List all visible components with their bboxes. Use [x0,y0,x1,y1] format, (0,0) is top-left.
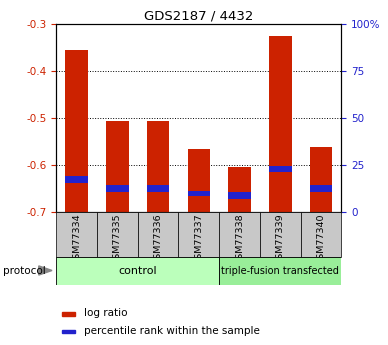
Bar [106,185,128,192]
FancyBboxPatch shape [260,212,301,257]
Text: log ratio: log ratio [85,308,128,318]
Text: GSM77337: GSM77337 [194,214,203,265]
Bar [62,312,75,316]
Text: percentile rank within the sample: percentile rank within the sample [85,326,260,336]
Text: GSM77339: GSM77339 [276,214,285,265]
Bar [66,176,88,183]
Bar [269,36,291,212]
FancyBboxPatch shape [178,212,219,257]
Bar [62,330,75,334]
FancyBboxPatch shape [138,212,178,257]
FancyBboxPatch shape [301,212,341,257]
Bar [106,121,128,212]
Text: GSM77335: GSM77335 [113,214,122,265]
FancyBboxPatch shape [97,212,138,257]
FancyBboxPatch shape [56,212,97,257]
FancyBboxPatch shape [56,257,219,285]
Text: GSM77334: GSM77334 [72,214,81,265]
Bar [188,149,210,212]
Bar [310,185,332,192]
Text: GSM77336: GSM77336 [154,214,163,265]
Bar [147,185,169,192]
Text: protocol: protocol [3,266,46,276]
Bar [188,190,210,196]
FancyBboxPatch shape [219,212,260,257]
Text: GSM77338: GSM77338 [235,214,244,265]
Bar [66,50,88,212]
Title: GDS2187 / 4432: GDS2187 / 4432 [144,10,253,23]
FancyBboxPatch shape [219,257,341,285]
Text: GSM77340: GSM77340 [317,214,326,265]
Polygon shape [39,266,52,275]
Bar [310,147,332,212]
Bar [229,193,251,198]
Bar [147,120,169,212]
Text: control: control [118,266,157,276]
Bar [269,166,291,172]
Text: triple-fusion transfected: triple-fusion transfected [222,266,339,276]
Bar [229,167,251,212]
